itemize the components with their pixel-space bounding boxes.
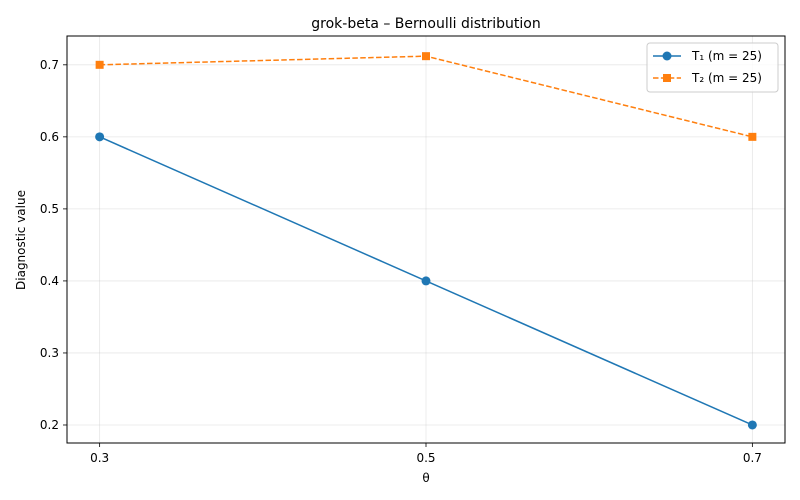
series-1-point (421, 276, 431, 286)
x-tick-label: 0.3 (90, 451, 109, 465)
y-tick-label: 0.4 (40, 274, 59, 288)
x-axis-label: θ (422, 471, 429, 485)
x-tick-label: 0.5 (416, 451, 435, 465)
series-2 (95, 52, 757, 141)
series-2-point (422, 52, 430, 61)
y-axis-label: Diagnostic value (14, 190, 28, 290)
series-1-point (747, 420, 757, 430)
series-2-point (95, 60, 104, 69)
series-layer (95, 52, 757, 430)
series-1-point (95, 132, 105, 142)
y-tick-label: 0.2 (40, 418, 59, 432)
y-tick-label: 0.6 (40, 130, 59, 144)
series-1 (95, 132, 757, 430)
legend-entry-1: T₁ (m = 25) (653, 49, 762, 63)
series-2-point (748, 132, 757, 141)
legend-label: T₁ (m = 25) (691, 49, 762, 63)
chart-title: grok-beta – Bernoulli distribution (311, 16, 540, 32)
legend-entry-2: T₂ (m = 25) (653, 71, 762, 85)
legend-marker (662, 51, 672, 61)
y-tick-label: 0.7 (40, 58, 59, 72)
x-tick-label: 0.7 (743, 451, 762, 465)
x-axis: 0.3 0.5 0.7 (90, 443, 762, 465)
legend: T₁ (m = 25) T₂ (m = 25) (646, 42, 779, 93)
y-axis: 0.2 0.3 0.4 0.5 0.6 0.7 (40, 58, 67, 432)
y-tick-label: 0.3 (40, 346, 59, 360)
legend-label: T₂ (m = 25) (691, 71, 762, 85)
legend-marker (663, 74, 671, 82)
y-tick-label: 0.5 (40, 202, 59, 216)
